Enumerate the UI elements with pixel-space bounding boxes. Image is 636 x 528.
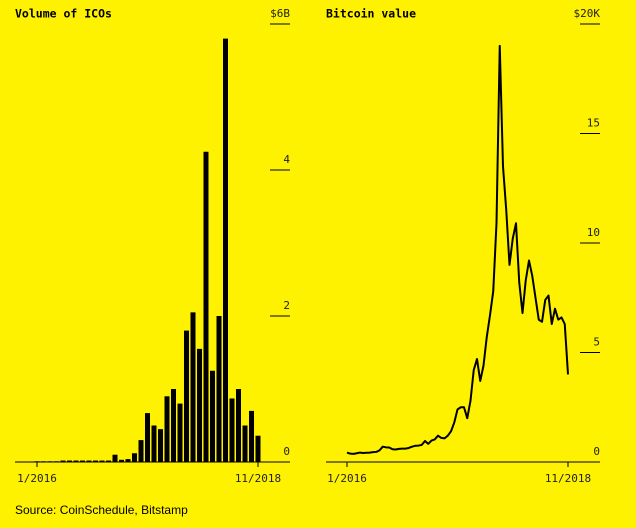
bar (197, 348, 202, 462)
bar (216, 316, 222, 462)
bar (80, 460, 85, 462)
bar (177, 403, 183, 462)
bar (249, 410, 254, 462)
bar (119, 459, 124, 462)
bar (106, 460, 111, 462)
y-tick-label: 2 (283, 299, 290, 312)
bar (236, 389, 241, 462)
y-tick-label: $20K (574, 7, 601, 20)
source-note: Source: CoinSchedule, Bitstamp (15, 503, 188, 517)
y-tick-label: 0 (593, 445, 600, 458)
bar (54, 461, 59, 462)
bar (86, 460, 92, 462)
bar (60, 460, 66, 462)
y-tick-label: 0 (283, 445, 290, 458)
bar (47, 461, 53, 462)
bar (210, 370, 215, 462)
bar (229, 398, 235, 462)
bar (164, 396, 170, 462)
bar (34, 461, 40, 462)
bar (151, 425, 157, 462)
x-tick-label: 11/2018 (235, 472, 281, 485)
bar (255, 435, 261, 462)
bar (125, 459, 131, 462)
y-tick-label: $6B (270, 7, 290, 20)
x-tick-label: 1/2016 (327, 472, 367, 485)
price-line (346, 44, 569, 455)
bar (93, 460, 98, 462)
bar (223, 38, 228, 462)
chart-title: Volume of ICOs (15, 7, 112, 21)
bar (203, 151, 209, 462)
bar (112, 454, 118, 462)
chart-title: Bitcoin value (326, 7, 416, 21)
bar (73, 460, 79, 462)
bar (99, 460, 105, 462)
x-tick-label: 11/2018 (545, 472, 591, 485)
bar (132, 453, 137, 462)
bar (145, 413, 150, 462)
bar (67, 460, 72, 462)
y-tick-label: 15 (587, 117, 600, 130)
bar (184, 330, 189, 462)
x-tick-label: 1/2016 (17, 472, 57, 485)
y-tick-label: 10 (587, 226, 600, 239)
bar (138, 440, 144, 462)
y-tick-label: 5 (593, 336, 600, 349)
bar (190, 312, 196, 462)
bar (171, 389, 176, 462)
bar (158, 429, 163, 462)
bar (41, 461, 46, 462)
bar (242, 425, 248, 462)
y-tick-label: 4 (283, 153, 290, 166)
